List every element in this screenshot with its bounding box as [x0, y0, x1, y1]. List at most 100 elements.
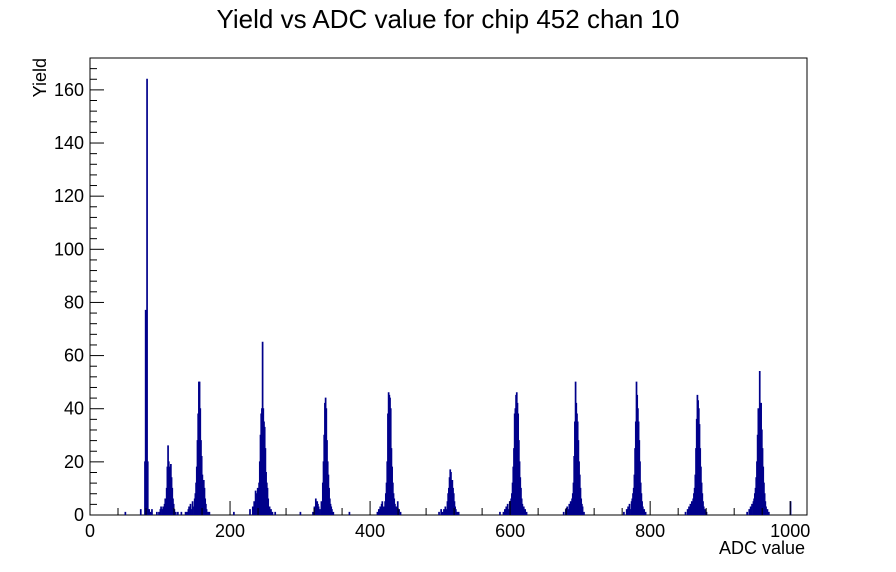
histogram-bin	[444, 506, 447, 515]
histogram-bin	[522, 506, 525, 515]
histogram-bin	[751, 503, 753, 515]
histogram-bin	[186, 511, 188, 515]
histogram-bin	[299, 511, 302, 515]
histogram-bin	[441, 511, 444, 515]
histogram-bin	[377, 509, 380, 515]
histogram-bin	[394, 503, 396, 515]
histogram-bin	[765, 506, 767, 515]
histogram-bin	[151, 509, 153, 515]
histogram-bin	[504, 509, 506, 515]
histogram-bin	[149, 511, 152, 515]
histogram-bin	[191, 501, 194, 515]
histogram-bin	[628, 503, 631, 515]
histogram-bin	[331, 509, 333, 515]
histogram-bin	[382, 506, 385, 515]
histogram-bin	[688, 506, 690, 515]
histogram-bin	[562, 511, 565, 515]
chart-title: Yield vs ADC value for chip 452 chan 10	[217, 4, 680, 34]
histogram-bin	[766, 509, 769, 515]
histogram-bin	[205, 509, 208, 515]
histogram-bin	[320, 501, 323, 515]
y-tick-label: 40	[64, 399, 84, 419]
histogram-bin	[146, 461, 149, 515]
histogram-bin	[525, 511, 528, 515]
histogram-bin	[249, 509, 251, 515]
histogram-bin	[139, 509, 142, 515]
histogram-bin	[174, 511, 177, 515]
histogram-bin	[521, 503, 524, 515]
histogram-bin	[767, 511, 770, 515]
histogram-bin	[254, 490, 257, 515]
x-tick-label: 800	[635, 521, 665, 541]
x-tick-label: 200	[215, 521, 245, 541]
histogram-bin	[686, 509, 689, 515]
histogram-bin	[251, 506, 254, 515]
histogram-bin	[177, 511, 179, 515]
histogram-bin	[749, 506, 752, 515]
y-axis-label: Yield	[30, 58, 50, 97]
histogram-bars	[124, 78, 792, 515]
histogram-bin	[684, 511, 687, 515]
histogram-bin	[158, 511, 160, 515]
histogram-bin	[456, 511, 459, 515]
histogram-bin	[506, 503, 509, 515]
y-tick-label: 120	[54, 186, 84, 206]
histogram-bin	[702, 506, 705, 515]
histogram-bin	[505, 506, 508, 515]
histogram-bin	[566, 506, 569, 515]
histogram-bin	[627, 506, 629, 515]
x-axis: 0 200 400 600 800 1000	[85, 501, 810, 541]
histogram-bin	[748, 509, 751, 515]
histogram-bin	[274, 511, 277, 515]
histogram-bin	[253, 501, 256, 515]
histogram-bin	[625, 509, 628, 515]
histogram-bin	[160, 506, 162, 515]
x-tick-label: 600	[495, 521, 525, 541]
histogram-bin	[524, 509, 527, 515]
histogram-bin	[502, 511, 505, 515]
histogram-bin	[746, 511, 748, 515]
y-tick-label: 160	[54, 80, 84, 100]
histogram-bin	[381, 501, 384, 515]
x-axis-label: ADC value	[719, 538, 805, 558]
histogram-bin	[376, 511, 379, 515]
histogram-bin	[438, 511, 440, 515]
histogram-bin	[568, 503, 571, 515]
y-tick-label: 80	[64, 292, 84, 312]
histogram-bin	[317, 506, 320, 515]
x-tick-label: 0	[85, 521, 95, 541]
y-tick-label: 100	[54, 239, 84, 259]
y-tick-label: 20	[64, 452, 84, 472]
histogram-bin	[704, 509, 706, 515]
histogram-bin	[641, 506, 644, 515]
histogram-bin	[623, 511, 625, 515]
histogram-bin	[399, 511, 402, 515]
histogram-bin	[189, 503, 192, 515]
histogram-bin	[457, 511, 460, 515]
histogram-bin	[207, 511, 209, 515]
histogram-bin	[268, 506, 271, 515]
histogram-bin	[180, 511, 183, 515]
histogram-bin	[124, 511, 127, 515]
histogram-bin	[319, 509, 321, 515]
histogram-bin	[398, 509, 400, 515]
histogram-bin	[162, 506, 165, 515]
histogram-bin	[379, 506, 382, 515]
histogram-bin	[271, 511, 274, 515]
histogram-bin	[583, 511, 585, 515]
x-tick-label: 400	[355, 521, 385, 541]
histogram-bin	[267, 498, 270, 515]
histogram-bin	[188, 506, 190, 515]
histogram-bin	[184, 511, 187, 515]
histogram-bin	[156, 511, 158, 515]
y-tick-label: 60	[64, 346, 84, 366]
histogram-bin	[348, 511, 351, 515]
histogram-bin	[208, 511, 211, 515]
histogram-bin	[314, 498, 317, 515]
histogram-bin	[581, 506, 584, 515]
histogram-bin	[443, 509, 445, 515]
histogram-bin	[332, 511, 335, 515]
histogram-bin	[395, 506, 398, 515]
